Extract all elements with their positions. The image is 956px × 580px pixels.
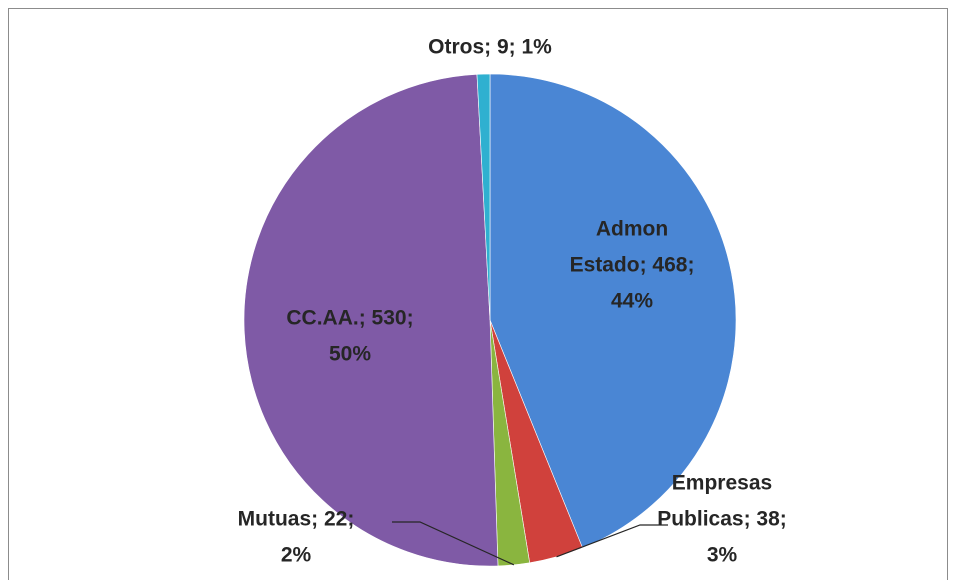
data-label: 2% [281,544,312,567]
leader-line [556,524,668,558]
pie-slice [243,74,499,567]
data-label: Publicas; 38; [657,508,787,531]
data-label: CC.AA.; 530; [286,307,413,330]
data-label: Admon [596,218,668,241]
data-label: Estado; 468; [570,254,695,277]
data-label: Empresas [672,472,772,495]
data-label: 3% [707,544,738,567]
data-label: Otros; 9; 1% [428,36,552,59]
data-label: 50% [329,343,371,366]
leader-line [392,521,515,566]
data-label: 44% [611,290,653,313]
pie-slice [476,73,491,321]
data-label: Mutuas; 22; [238,508,355,531]
pie-slice [489,73,737,549]
